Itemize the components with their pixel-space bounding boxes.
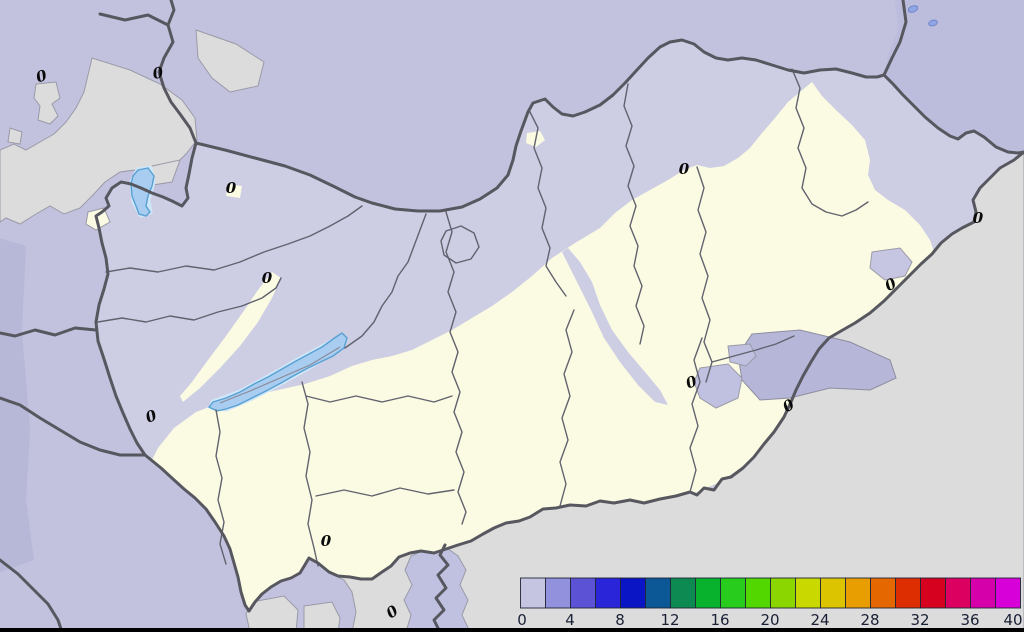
legend-cell (520, 577, 546, 609)
legend-tick-label: 0 (517, 611, 527, 629)
patch-blob-2 (727, 343, 757, 367)
legend-cell (545, 577, 571, 609)
footer-bar (0, 628, 1024, 632)
croatia-serbia-border (432, 543, 450, 632)
slovenia-croatia-border (0, 396, 147, 457)
legend-tick-label: 16 (710, 611, 729, 629)
lake-balaton-countyline (219, 346, 341, 404)
dark-patch-se-band (737, 329, 897, 401)
czech-slovakia-border (166, 0, 176, 27)
romania-lavender-blob (869, 247, 913, 281)
legend-cell (570, 577, 596, 609)
legend-cell (595, 577, 621, 609)
legend-cell (845, 577, 871, 609)
legend-cell (620, 577, 646, 609)
legend-cell (870, 577, 896, 609)
legend-cell (820, 577, 846, 609)
contour-label-zero: 0 (321, 532, 332, 550)
austria-slovenia-border (0, 326, 98, 338)
legend-cell (795, 577, 821, 609)
zero-value-regions (134, 82, 934, 611)
legend-cell (895, 577, 921, 609)
patch-blob-1 (693, 363, 743, 409)
contour-label-zero: 0 (262, 269, 273, 287)
lake-ferto (130, 167, 155, 217)
legend-tick-label: 4 (565, 611, 575, 629)
legend-cell (745, 577, 771, 609)
legend-cell (770, 577, 796, 609)
no-data-blob-1 (33, 81, 61, 125)
legend-tick-label: 24 (810, 611, 829, 629)
no-data-south-blob-1 (245, 595, 299, 632)
legend-tick-label: 40 (1003, 611, 1022, 629)
color-scale-legend: 0 4 8 12 16 20 24 28 32 36 40 (517, 577, 1023, 629)
legend-cell (645, 577, 671, 609)
no-data-zitny (195, 29, 265, 93)
austria-czech-border (98, 12, 198, 145)
legend-tick-label: 8 (615, 611, 625, 629)
slovenia-croatia-border-2 (0, 558, 64, 632)
county-borders (97, 68, 869, 567)
valley-streak (562, 248, 668, 405)
zero-region-main (134, 82, 934, 611)
lakes (129, 5, 938, 412)
legend-cell (995, 577, 1021, 609)
legend-cell (670, 577, 696, 609)
contour-label-zero: 0 (679, 160, 690, 178)
legend-tick-label: 12 (660, 611, 679, 629)
contour-label-zero: 0 (226, 179, 237, 197)
no-data-northwest (0, 57, 198, 225)
legend-tick-label: 28 (860, 611, 879, 629)
legend-tick-label: 32 (910, 611, 929, 629)
legend-tick-label: 20 (760, 611, 779, 629)
no-data-blob-2 (7, 127, 23, 145)
contour-label-zero: 0 (973, 209, 984, 227)
small-lake-ne-1 (907, 5, 919, 13)
zero-region-west-band (180, 272, 281, 402)
legend-cell (945, 577, 971, 609)
no-data-south-blob-2 (303, 601, 341, 632)
legend-cell (695, 577, 721, 609)
zero-region-small-1 (226, 184, 242, 198)
legend-tick-label: 36 (960, 611, 979, 629)
lake-balaton (207, 332, 348, 412)
ukraine-field (880, 0, 1024, 152)
slovakia-ukraine-border (882, 0, 908, 77)
small-lake-ne-2 (928, 19, 938, 27)
legend-cell (720, 577, 746, 609)
legend-cell (970, 577, 996, 609)
danube-south-band (403, 547, 471, 632)
legend-cell (920, 577, 946, 609)
contour-label-zero: 0 (151, 63, 166, 83)
